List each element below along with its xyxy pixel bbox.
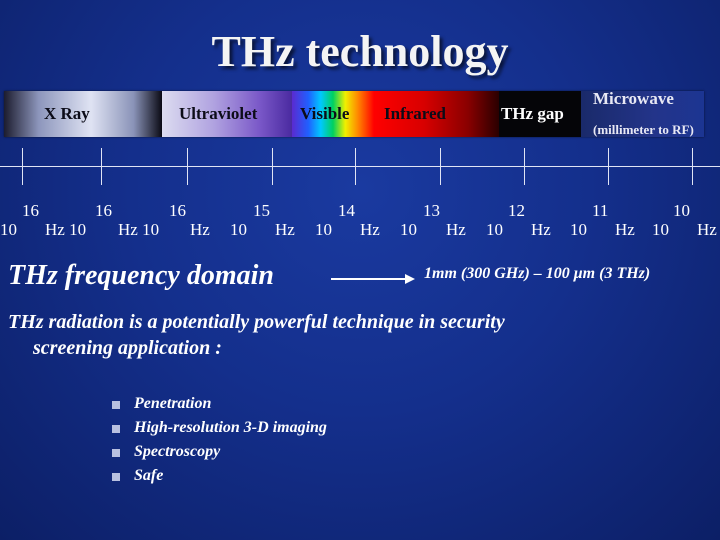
band-visible: Visible (292, 91, 374, 137)
statement-line-1: THz radiation is a potentially powerful … (8, 311, 505, 333)
exponent-label: 16 (22, 201, 39, 220)
base-label: 10 (230, 220, 247, 239)
list-item: High-resolution 3-D imaging (110, 419, 327, 443)
base-label: 10 (0, 220, 17, 239)
band-label-xray: X Ray (44, 104, 90, 123)
base-label: Hz (360, 220, 380, 239)
band-microwave: Microwave (millimeter to RF) (581, 89, 704, 137)
ruler-tick (440, 148, 441, 185)
spectrum-band: X Ray Ultraviolet Visible Infrared THz g… (4, 89, 704, 137)
frequency-bases: 10 Hz 10 Hz 10 Hz 10 Hz 10 Hz 10 Hz 10 H… (0, 220, 720, 244)
base-label: Hz (446, 220, 466, 239)
band-label-infrared: Infrared (384, 104, 447, 123)
band-sublabel-microwave: (millimeter to RF) (593, 122, 694, 137)
base-label: 10 (315, 220, 332, 239)
square-bullet-icon (112, 449, 120, 457)
exponent-label: 16 (95, 201, 112, 220)
list-item-label: High-resolution 3-D imaging (134, 419, 327, 436)
band-label-microwave: Microwave (593, 89, 674, 108)
slide-title: THz technology (211, 27, 509, 76)
domain-range: 1mm (300 GHz) – 100 μm (3 THz) (424, 265, 651, 282)
list-item: Spectroscopy (110, 443, 327, 467)
band-label-visible: Visible (300, 104, 350, 123)
ruler-tick (272, 148, 273, 185)
ruler-tick (22, 148, 23, 185)
exponent-label: 15 (253, 201, 270, 220)
exponent-label: 10 (673, 201, 690, 220)
base-label: 10 (400, 220, 417, 239)
band-infrared: Infrared (374, 91, 499, 137)
exponent-label: 12 (508, 201, 525, 220)
base-label: 10 (570, 220, 587, 239)
exponent-label: 16 (169, 201, 186, 220)
exponent-label: 14 (338, 201, 355, 220)
base-label: Hz 10 (45, 220, 87, 239)
ruler-tick (692, 148, 693, 185)
band-xray: X Ray (4, 91, 162, 137)
list-item-label: Penetration (134, 395, 212, 412)
exponent-label: 13 (423, 201, 440, 220)
base-label: Hz (275, 220, 295, 239)
list-item-label: Safe (134, 467, 164, 484)
statement-line-2: screening application : (33, 337, 222, 359)
frequency-ruler (0, 166, 720, 167)
list-item: Penetration (110, 395, 327, 419)
ruler-tick (101, 148, 102, 185)
base-label: Hz (697, 220, 717, 239)
exponent-label: 11 (592, 201, 609, 220)
base-label: Hz (615, 220, 635, 239)
square-bullet-icon (112, 425, 120, 433)
base-label: Hz (190, 220, 210, 239)
base-label: 10 (486, 220, 503, 239)
security-statement: THz radiation is a potentially powerful … (8, 309, 648, 361)
band-label-thz-gap: THz gap (501, 104, 564, 123)
band-thz-gap: THz gap (499, 91, 581, 137)
domain-heading: THz frequency domain (8, 260, 274, 291)
band-ultraviolet: Ultraviolet (162, 91, 292, 137)
band-label-ultraviolet: Ultraviolet (179, 104, 258, 123)
ruler-tick (355, 148, 356, 185)
ruler-tick (187, 148, 188, 185)
square-bullet-icon (112, 401, 120, 409)
right-arrow-icon (331, 274, 415, 284)
frequency-exponents: 16 16 16 15 14 13 12 11 10 (0, 201, 720, 223)
application-list: Penetration High-resolution 3-D imaging … (110, 395, 327, 491)
list-item: Safe (110, 467, 327, 491)
base-label: 10 (652, 220, 669, 239)
square-bullet-icon (112, 473, 120, 481)
ruler-tick (524, 148, 525, 185)
base-label: Hz 10 (118, 220, 160, 239)
ruler-tick (608, 148, 609, 185)
list-item-label: Spectroscopy (134, 443, 221, 460)
base-label: Hz (531, 220, 551, 239)
